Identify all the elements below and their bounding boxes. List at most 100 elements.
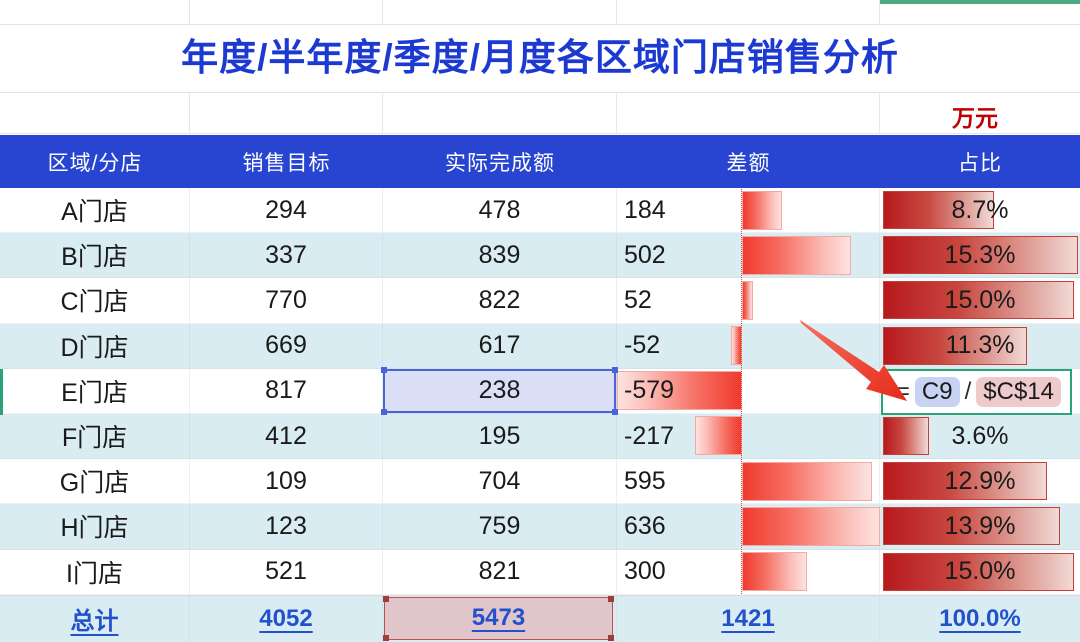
formula-edit-cell[interactable]: = C9 / $C$14	[881, 369, 1072, 415]
cell-pct[interactable]: 3.6%	[880, 414, 1080, 460]
gridline-vertical	[616, 0, 617, 24]
gridline-vertical	[879, 92, 880, 133]
cell-actual[interactable]: 238	[381, 366, 618, 415]
cell-region[interactable]: F门店	[0, 413, 190, 460]
total-label: 总计	[70, 608, 119, 636]
cell-pct[interactable]: 13.9%	[880, 504, 1080, 550]
cell-target[interactable]: 337	[190, 233, 383, 279]
cell-diff[interactable]: 184	[617, 188, 880, 234]
cell-diff-value: -217	[624, 421, 675, 450]
cell-actual-value: 822	[478, 285, 521, 314]
cell-target[interactable]: 123	[190, 504, 383, 550]
cell-region[interactable]: A门店	[0, 188, 190, 234]
cell-region[interactable]: C门店	[0, 278, 190, 324]
cell-actual[interactable]: 478	[383, 188, 617, 234]
cell-diff[interactable]: 300	[617, 549, 880, 595]
gridline-vertical	[616, 92, 617, 133]
header-actual[interactable]: 实际完成额	[445, 151, 555, 175]
range-handle[interactable]	[383, 635, 389, 641]
cell-actual-value: 617	[478, 331, 521, 360]
formula-ref1-token: C9	[914, 377, 960, 407]
header-target[interactable]: 销售目标	[242, 151, 331, 175]
selection-handle[interactable]	[612, 366, 618, 373]
cell-region[interactable]: H门店	[0, 504, 190, 550]
cell-diff[interactable]: 636	[617, 504, 880, 550]
cell-actual[interactable]: 821	[383, 549, 617, 595]
cell-diff[interactable]: 52	[617, 278, 880, 324]
cell-pct[interactable]: 15.0%	[880, 550, 1080, 595]
cell-pct[interactable]: 12.9%	[880, 459, 1080, 505]
cell-actual-value: 195	[478, 421, 521, 450]
page-title: 年度/半年度/季度/月度各区域门店销售分析	[181, 37, 899, 78]
cell-target[interactable]: 412	[190, 413, 383, 460]
cell-target[interactable]: 109	[190, 459, 383, 505]
cell-actual[interactable]: 822	[383, 278, 617, 324]
cell-region[interactable]: I门店	[0, 549, 190, 595]
cell-actual[interactable]: 704	[383, 459, 617, 505]
range-handle[interactable]	[608, 595, 614, 602]
cell-actual[interactable]: 839	[383, 233, 617, 279]
gridline-vertical	[189, 0, 190, 24]
cell-diff-value: 184	[624, 195, 666, 224]
cell-target[interactable]: 521	[190, 549, 383, 595]
cell-diff[interactable]: -579	[617, 368, 880, 414]
cell-diff[interactable]: -52	[617, 323, 880, 369]
cell-region[interactable]: G门店	[0, 459, 190, 505]
cell-target[interactable]: 294	[190, 188, 383, 234]
cell-actual[interactable]: 759	[383, 504, 617, 550]
cell-actual[interactable]: 617	[383, 323, 617, 369]
total-actual: 5473	[471, 604, 526, 632]
cell-pct-value: 13.9%	[944, 511, 1016, 540]
cell-diff-value: 595	[624, 466, 666, 495]
cell-target[interactable]: 770	[190, 278, 383, 324]
total-pct-cell[interactable]: 100.0%	[880, 596, 1080, 642]
selection-handle[interactable]	[381, 366, 387, 373]
cell-pct-value: 11.3%	[945, 331, 1015, 360]
cell-diff[interactable]: 502	[617, 233, 880, 279]
cell-actual-value: 759	[478, 511, 521, 540]
total-target-cell[interactable]: 4052	[190, 595, 383, 642]
header-region[interactable]: 区域/分店	[47, 151, 143, 175]
cell-actual-value: 478	[478, 195, 521, 224]
diff-bar	[694, 416, 742, 456]
cell-diff-value: 636	[624, 511, 666, 540]
cell-actual-value: 839	[478, 240, 521, 269]
pct-bar	[883, 281, 1075, 320]
total-label-cell[interactable]: 总计	[0, 595, 190, 642]
total-row: 总计 4052 5473 1421 100.0%	[0, 594, 1080, 642]
table-row: G门店 109 704 595 12.9%	[0, 459, 1080, 505]
cell-diff[interactable]: 595	[617, 459, 880, 505]
diff-bar	[742, 552, 808, 591]
cell-pct[interactable]: 15.3%	[880, 233, 1080, 279]
selection-handle[interactable]	[381, 408, 387, 415]
total-diff: 1421	[721, 604, 775, 632]
cell-target[interactable]: 817	[190, 368, 383, 414]
cell-diff-value: -579	[624, 376, 675, 405]
selection-handle[interactable]	[612, 408, 618, 415]
cell-region[interactable]: B门店	[0, 233, 190, 279]
cell-region[interactable]: E门店	[0, 368, 190, 414]
header-pct[interactable]: 占比	[958, 151, 1002, 175]
cell-pct[interactable]: 15.0%	[880, 278, 1080, 324]
cell-diff[interactable]: -217	[617, 413, 880, 460]
header-diff[interactable]: 差额	[726, 151, 771, 175]
pct-bar	[883, 552, 1075, 591]
cell-actual[interactable]: 195	[383, 413, 617, 460]
cell-pct[interactable]: 8.7%	[880, 188, 1080, 234]
cell-region[interactable]: D门店	[0, 323, 190, 369]
cell-diff-value: 300	[624, 557, 666, 586]
formula-divide-sign: /	[964, 378, 972, 405]
table-row: I门店 521 821 300 15.0%	[0, 549, 1080, 595]
gridline-horizontal	[0, 133, 1080, 134]
total-diff-cell[interactable]: 1421	[617, 595, 880, 642]
gridline-vertical	[382, 92, 383, 133]
gridline-vertical	[189, 92, 190, 133]
range-handle[interactable]	[608, 635, 614, 641]
pct-bar	[883, 462, 1048, 501]
cell-target[interactable]: 669	[190, 323, 383, 369]
total-actual-cell[interactable]: 5473	[383, 595, 617, 642]
cell-pct[interactable]: 11.3%	[880, 324, 1080, 369]
gridline-vertical	[382, 0, 383, 24]
range-handle[interactable]	[383, 595, 389, 602]
cell-diff-value: 52	[624, 285, 652, 314]
